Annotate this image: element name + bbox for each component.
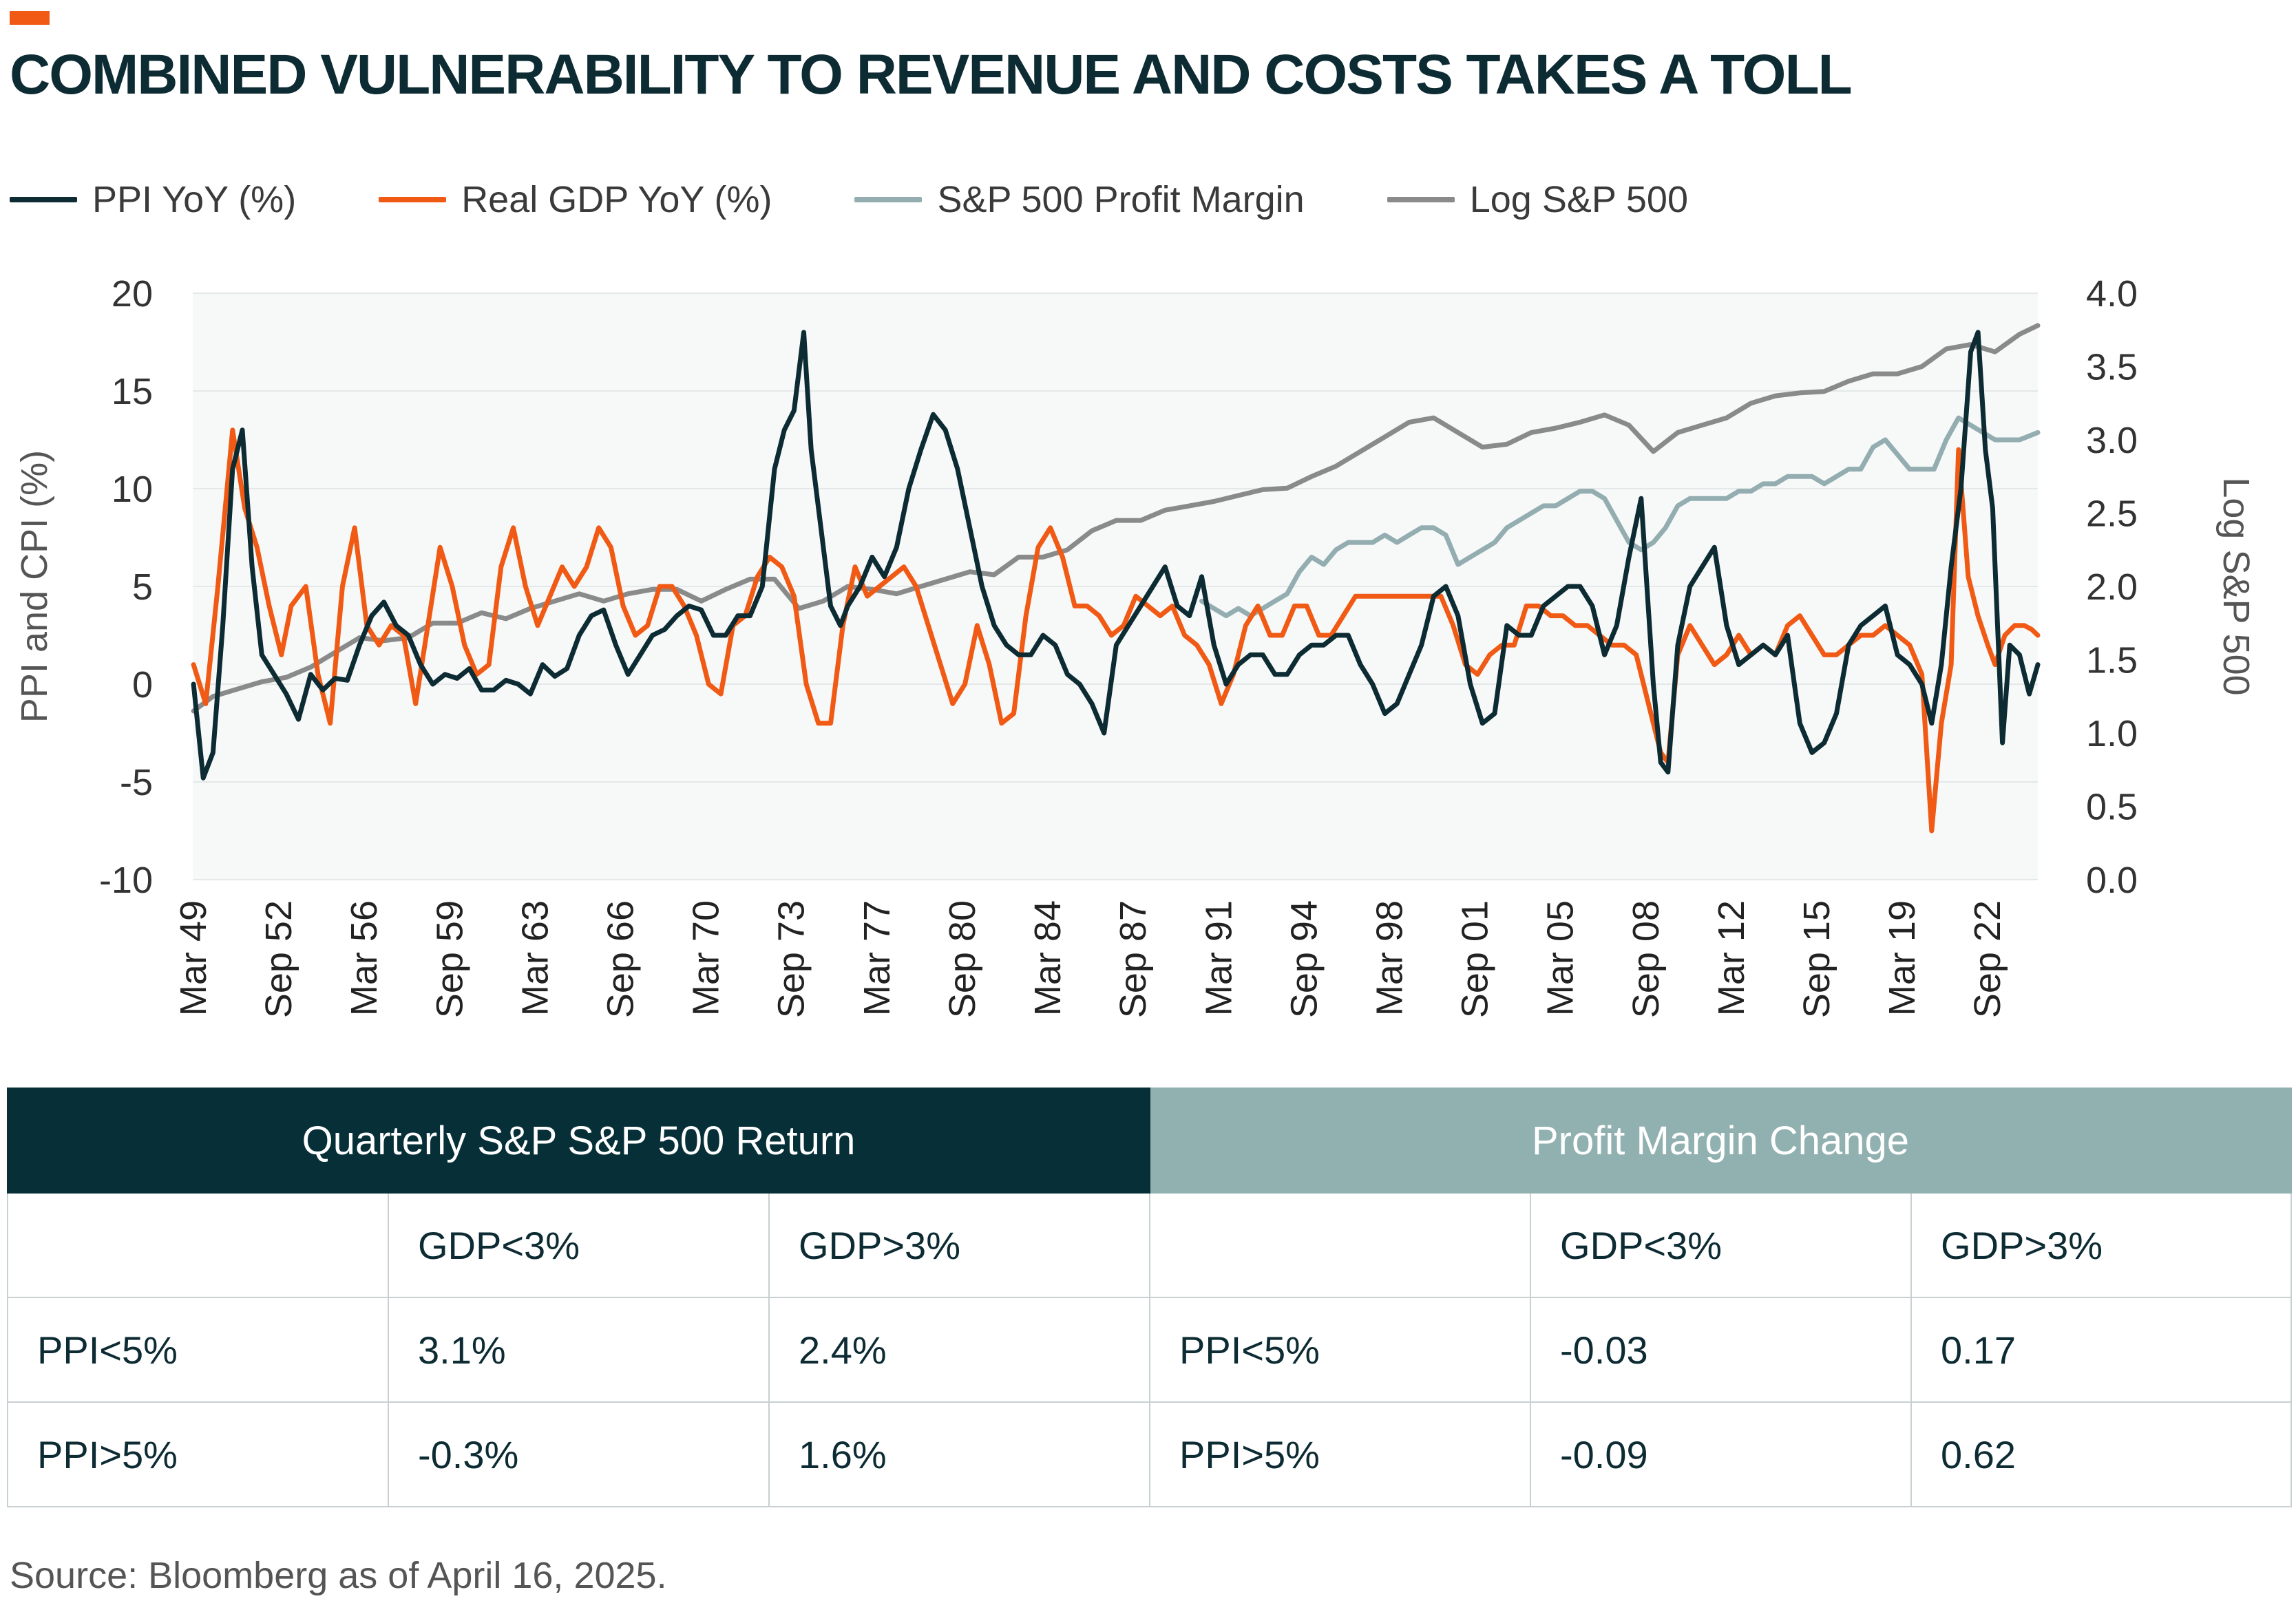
page-title: COMBINED VULNERABILITY TO REVENUE AND CO… bbox=[10, 43, 1853, 106]
table-row: PPI<5% 3.1% 2.4% PPI<5% -0.03 0.17 bbox=[7, 1297, 2293, 1403]
table-row: GDP<3% GDP>3% GDP<3% GDP>3% bbox=[7, 1192, 2293, 1298]
x-tick-label: Sep 22 bbox=[1967, 900, 2008, 1018]
legend-item-log: Log S&P 500 bbox=[1387, 178, 1688, 221]
table-cell-empty bbox=[7, 1192, 389, 1298]
x-tick-label: Mar 05 bbox=[1540, 900, 1581, 1016]
line-chart: 20 15 10 5 0 -5 -10 4.0 3.5 3.0 2.5 2.0 1.5 1.0 0.5 0.… bbox=[14, 273, 2257, 1018]
y-axis-right: 4.0 3.5 3.0 2.5 2.0 1.5 1.0 0.5 0.0 bbox=[2086, 273, 2138, 901]
x-tick-label: Mar 91 bbox=[1198, 900, 1239, 1016]
y-right-tick-label: 1.0 bbox=[2086, 713, 2138, 754]
y-right-tick-label: 2.5 bbox=[2086, 494, 2138, 535]
series-line-log bbox=[191, 323, 2041, 714]
table-col-gdp-high: GDP>3% bbox=[768, 1192, 1151, 1298]
accent-bar bbox=[10, 11, 50, 25]
x-tick-label: Sep 08 bbox=[1625, 900, 1667, 1018]
legend-label-margin: S&P 500 Profit Margin bbox=[937, 179, 1305, 220]
y-right-tick-label: 3.5 bbox=[2086, 347, 2138, 388]
table-cell: 2.4% bbox=[768, 1297, 1151, 1403]
series-group bbox=[191, 323, 2041, 834]
x-tick-label: Sep 87 bbox=[1113, 900, 1154, 1018]
x-tick-label: Mar 19 bbox=[1882, 900, 1923, 1016]
table-header-return: Quarterly S&P S&P 500 Return bbox=[6, 1088, 1151, 1194]
y-axis-left: 20 15 10 5 0 -5 -10 bbox=[99, 273, 153, 901]
y-right-tick-label: 0.0 bbox=[2086, 860, 2138, 901]
chart-legend: PPI YoY (%) Real GDP YoY (%) S&P 500 Pro… bbox=[10, 172, 1771, 227]
x-tick-label: Sep 66 bbox=[600, 900, 642, 1018]
x-tick-label: Sep 52 bbox=[258, 900, 299, 1018]
x-tick-label: Mar 98 bbox=[1369, 900, 1410, 1016]
y-right-tick-label: 2.0 bbox=[2086, 566, 2138, 608]
y-right-tick-label: 0.5 bbox=[2086, 787, 2138, 828]
table-cell: 0.17 bbox=[1910, 1297, 2293, 1403]
y-left-tick-label: 20 bbox=[112, 273, 153, 315]
table-cell: 0.62 bbox=[1910, 1401, 2293, 1507]
table-cell: -0.03 bbox=[1530, 1297, 1913, 1403]
y-left-tick-label: 0 bbox=[132, 664, 153, 706]
table-cell: -0.3% bbox=[388, 1401, 770, 1507]
x-tick-label: Mar 77 bbox=[856, 900, 898, 1016]
legend-swatch-ppi bbox=[10, 197, 77, 202]
x-tick-label: Sep 80 bbox=[942, 900, 983, 1018]
table-row-label: PPI<5% bbox=[1149, 1297, 1532, 1403]
y-left-tick-label: -10 bbox=[99, 860, 153, 901]
x-tick-label: Mar 70 bbox=[686, 900, 727, 1016]
x-tick-label: Sep 59 bbox=[429, 900, 470, 1018]
y-right-tick-label: 1.5 bbox=[2086, 640, 2138, 681]
y-right-tick-label: 4.0 bbox=[2086, 273, 2138, 315]
summary-table: Quarterly S&P S&P 500 Return Profit Marg… bbox=[6, 1088, 2293, 1507]
legend-swatch-log bbox=[1387, 197, 1455, 202]
y-left-tick-label: 10 bbox=[112, 469, 153, 510]
x-tick-label: Mar 12 bbox=[1711, 900, 1752, 1016]
x-tick-label: Mar 84 bbox=[1027, 900, 1068, 1016]
table-cell-empty bbox=[1149, 1192, 1532, 1298]
table-col-gdp-high: GDP>3% bbox=[1910, 1192, 2293, 1298]
x-tick-label: Mar 56 bbox=[344, 900, 385, 1016]
y-axis-right-label: Log S&P 500 bbox=[2215, 477, 2257, 695]
x-tick-label: Sep 73 bbox=[771, 900, 812, 1018]
legend-swatch-gdp bbox=[379, 197, 447, 202]
legend-label-gdp: Real GDP YoY (%) bbox=[461, 179, 772, 220]
table-col-gdp-low: GDP<3% bbox=[388, 1192, 770, 1298]
table-cell: 1.6% bbox=[768, 1401, 1151, 1507]
legend-label-log: Log S&P 500 bbox=[1469, 179, 1688, 220]
y-right-tick-label: 3.0 bbox=[2086, 420, 2138, 461]
y-left-tick-label: 5 bbox=[132, 566, 153, 608]
source-note: Source: Bloomberg as of April 16, 2025. bbox=[10, 1555, 667, 1596]
table-cell: -0.09 bbox=[1530, 1401, 1913, 1507]
y-left-tick-label: 15 bbox=[112, 371, 153, 412]
legend-item-ppi: PPI YoY (%) bbox=[10, 178, 296, 221]
table-header-margin: Profit Margin Change bbox=[1149, 1088, 2293, 1194]
table-row-label: PPI>5% bbox=[7, 1401, 389, 1507]
x-axis: Mar 49 Sep 52 Mar 56 Sep 59 Mar 63 Sep 66 Mar … bbox=[173, 900, 2008, 1018]
table-row: PPI>5% -0.3% 1.6% PPI>5% -0.09 0.62 bbox=[7, 1401, 2293, 1507]
y-left-tick-label: -5 bbox=[120, 762, 153, 803]
series-line-margin bbox=[1199, 415, 2041, 619]
y-axis-left-label: PPI and CPI (%) bbox=[14, 450, 55, 723]
legend-item-gdp: Real GDP YoY (%) bbox=[379, 178, 772, 221]
table-row-label: PPI<5% bbox=[7, 1297, 389, 1403]
x-tick-label: Mar 49 bbox=[173, 900, 214, 1016]
table-row-label: PPI>5% bbox=[1149, 1401, 1532, 1507]
x-tick-label: Mar 63 bbox=[514, 900, 556, 1016]
x-tick-label: Sep 01 bbox=[1455, 900, 1496, 1018]
x-tick-label: Sep 15 bbox=[1796, 900, 1837, 1018]
legend-swatch-margin bbox=[854, 197, 923, 202]
series-line-ppi bbox=[191, 330, 2041, 781]
legend-item-margin: S&P 500 Profit Margin bbox=[854, 178, 1305, 221]
legend-label-ppi: PPI YoY (%) bbox=[92, 179, 297, 220]
table-col-gdp-low: GDP<3% bbox=[1530, 1192, 1913, 1298]
table-cell: 3.1% bbox=[388, 1297, 770, 1403]
x-tick-label: Sep 94 bbox=[1283, 900, 1325, 1018]
